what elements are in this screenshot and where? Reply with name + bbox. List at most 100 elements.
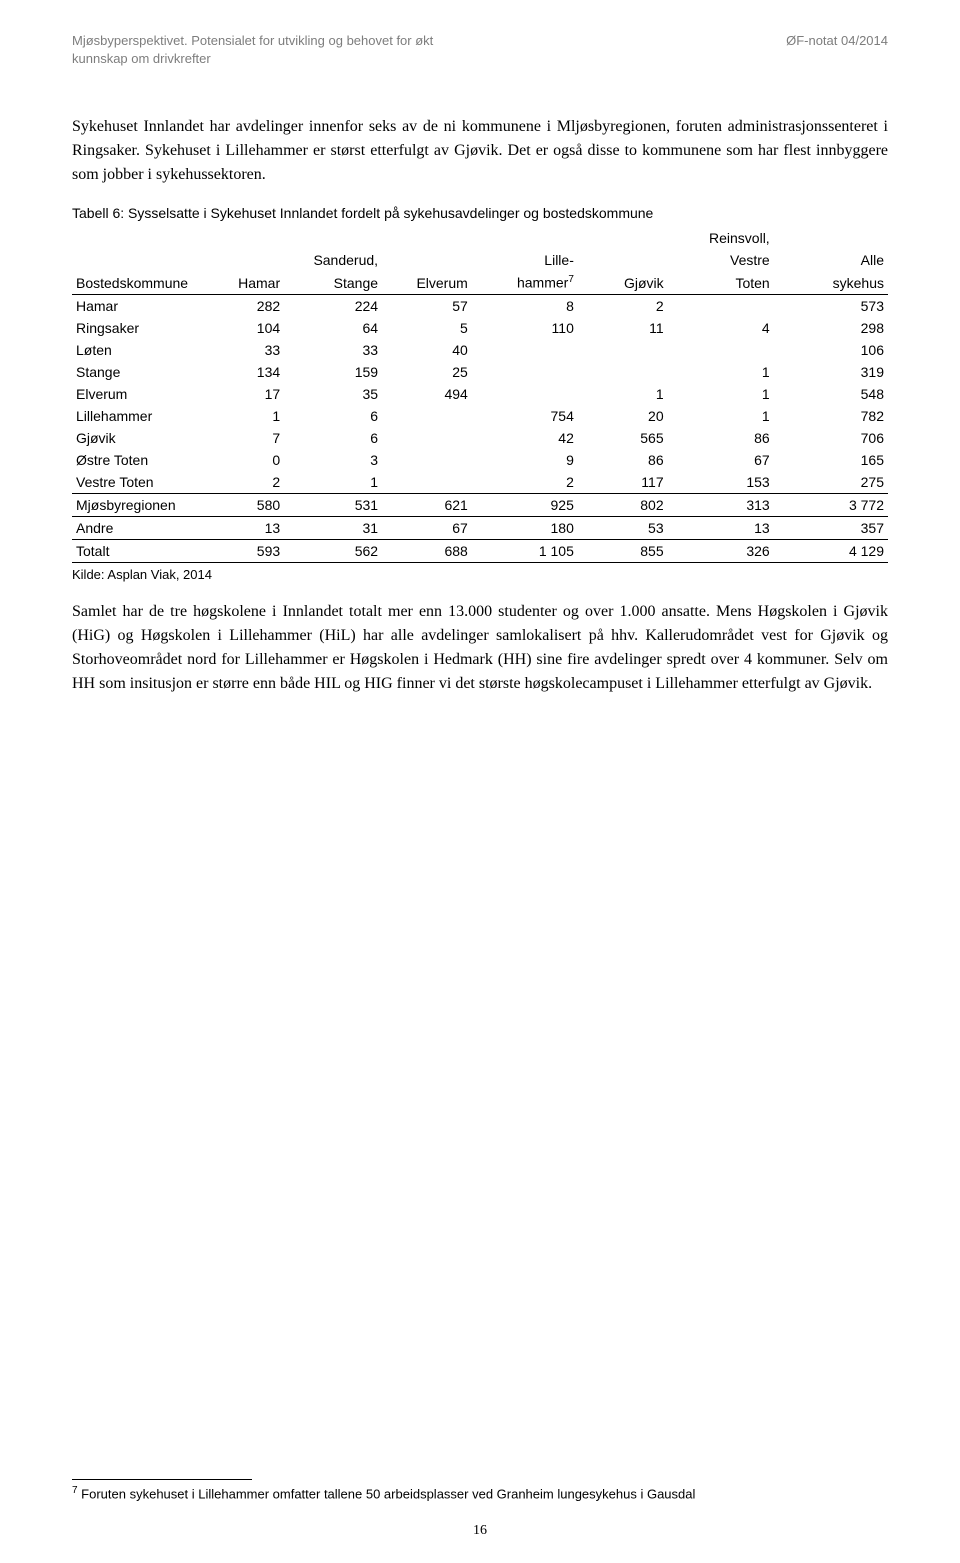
table-cell: 7	[203, 427, 285, 449]
table-cell: 855	[578, 539, 668, 562]
column-header: Toten	[668, 271, 774, 294]
table-cell: 110	[472, 317, 578, 339]
page-header: Mjøsbyperspektivet. Potensialet for utvi…	[72, 32, 888, 67]
table-cell: 1	[284, 471, 382, 494]
table-cell: 2	[578, 294, 668, 317]
footnote-block: 7 Foruten sykehuset i Lillehammer omfatt…	[72, 1479, 888, 1503]
column-header-top2	[472, 227, 578, 249]
table-cell: 1	[203, 405, 285, 427]
table-cell: 20	[578, 405, 668, 427]
table-cell	[382, 471, 472, 494]
table-cell: Stange	[72, 361, 203, 383]
table-cell: 4	[668, 317, 774, 339]
table-cell: 562	[284, 539, 382, 562]
table-cell: 573	[774, 294, 888, 317]
table-summary-row: Totalt5935626881 1058553264 129	[72, 539, 888, 562]
table-cell: 357	[774, 516, 888, 539]
table-source: Kilde: Asplan Viak, 2014	[72, 567, 888, 582]
table-cell	[472, 361, 578, 383]
table-cell: 1	[668, 383, 774, 405]
column-header-top	[578, 249, 668, 271]
table-cell: Østre Toten	[72, 449, 203, 471]
table-cell: 706	[774, 427, 888, 449]
table-row: Østre Toten0398667165	[72, 449, 888, 471]
column-header: sykehus	[774, 271, 888, 294]
column-header: hammer7	[472, 271, 578, 294]
table-cell: 6	[284, 427, 382, 449]
table-cell: 3 772	[774, 493, 888, 516]
table-cell: 3	[284, 449, 382, 471]
column-header-top: Sanderud,	[284, 249, 382, 271]
table-cell: 35	[284, 383, 382, 405]
table-cell: 548	[774, 383, 888, 405]
table-row: Lillehammer16754201782	[72, 405, 888, 427]
table-summary-row: Mjøsbyregionen5805316219258023133 772	[72, 493, 888, 516]
table-cell	[382, 405, 472, 427]
table-cell: 1	[668, 361, 774, 383]
column-header: Stange	[284, 271, 382, 294]
column-header-top	[382, 249, 472, 271]
table-row: Løten333340106	[72, 339, 888, 361]
table-cell: 6	[284, 405, 382, 427]
table-cell	[578, 339, 668, 361]
table-cell: 2	[203, 471, 285, 494]
table-cell: 165	[774, 449, 888, 471]
table-cell: 86	[578, 449, 668, 471]
table-summary-row: Andre1331671805313357	[72, 516, 888, 539]
table-row: Ringsaker104645110114298	[72, 317, 888, 339]
table-cell: 1 105	[472, 539, 578, 562]
table-cell: 925	[472, 493, 578, 516]
table-cell: 1	[578, 383, 668, 405]
table-row: Elverum173549411548	[72, 383, 888, 405]
footnote: 7 Foruten sykehuset i Lillehammer omfatt…	[72, 1484, 888, 1503]
table-cell: Hamar	[72, 294, 203, 317]
page: Mjøsbyperspektivet. Potensialet for utvi…	[0, 0, 960, 1563]
table-row: Gjøvik764256586706	[72, 427, 888, 449]
table-cell: 754	[472, 405, 578, 427]
table-cell: 180	[472, 516, 578, 539]
table-cell	[668, 294, 774, 317]
table-cell: 8	[472, 294, 578, 317]
column-header-top2	[72, 227, 203, 249]
header-doc-number: ØF-notat 04/2014	[786, 33, 888, 48]
column-header: Elverum	[382, 271, 472, 294]
table-cell: 282	[203, 294, 285, 317]
table-cell	[472, 339, 578, 361]
column-header-top2	[284, 227, 382, 249]
table-cell: 298	[774, 317, 888, 339]
footnote-text: Foruten sykehuset i Lillehammer omfatter…	[78, 1486, 696, 1501]
table-cell	[382, 427, 472, 449]
table-cell: 224	[284, 294, 382, 317]
table-cell: 313	[668, 493, 774, 516]
table-cell: Mjøsbyregionen	[72, 493, 203, 516]
header-left: Mjøsbyperspektivet. Potensialet for utvi…	[72, 32, 433, 67]
page-number: 16	[0, 1523, 960, 1539]
paragraph-1: Sykehuset Innlandet har avdelinger innen…	[72, 115, 888, 187]
table-cell: 2	[472, 471, 578, 494]
table-cell: 64	[284, 317, 382, 339]
table-cell: 33	[284, 339, 382, 361]
column-header: Gjøvik	[578, 271, 668, 294]
table-6: Reinsvoll, Sanderud,Lille-VestreAlle Bos…	[72, 227, 888, 563]
column-header-top	[72, 249, 203, 271]
table-cell: 621	[382, 493, 472, 516]
table-cell: Ringsaker	[72, 317, 203, 339]
footnote-rule	[72, 1479, 252, 1480]
table-cell: 782	[774, 405, 888, 427]
table-cell: 57	[382, 294, 472, 317]
paragraph-2: Samlet har de tre høgskolene i Innlandet…	[72, 600, 888, 696]
table-cell: 1	[668, 405, 774, 427]
table-cell: Gjøvik	[72, 427, 203, 449]
header-title-line2: kunnskap om drivkrefter	[72, 51, 211, 66]
table-cell: 106	[774, 339, 888, 361]
column-header-top: Lille-	[472, 249, 578, 271]
table-cell	[472, 383, 578, 405]
table-cell: 0	[203, 449, 285, 471]
column-header: Bostedskommune	[72, 271, 203, 294]
column-header-top2	[578, 227, 668, 249]
header-title-line1: Mjøsbyperspektivet. Potensialet for utvi…	[72, 33, 433, 48]
table-row: Stange134159251319	[72, 361, 888, 383]
header-right: ØF-notat 04/2014	[786, 32, 888, 67]
table-cell: 13	[668, 516, 774, 539]
table-cell: 67	[668, 449, 774, 471]
